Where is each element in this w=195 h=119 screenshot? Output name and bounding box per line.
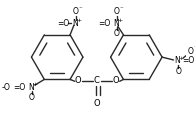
Text: =O: =O bbox=[98, 19, 111, 28]
Text: O: O bbox=[113, 76, 119, 85]
Text: O: O bbox=[114, 7, 120, 16]
Text: N: N bbox=[175, 56, 180, 65]
Text: C: C bbox=[94, 76, 100, 85]
Text: ⁻: ⁻ bbox=[194, 46, 195, 52]
Text: =O: =O bbox=[183, 56, 195, 65]
Text: N: N bbox=[28, 83, 34, 92]
Text: O: O bbox=[29, 93, 35, 102]
Text: O: O bbox=[93, 99, 100, 108]
Text: O: O bbox=[73, 7, 79, 16]
Text: N: N bbox=[113, 19, 119, 28]
Text: +: + bbox=[76, 18, 81, 23]
Text: +: + bbox=[178, 56, 184, 61]
Text: =O: =O bbox=[57, 19, 70, 28]
Text: -O: -O bbox=[2, 83, 11, 92]
Text: N: N bbox=[72, 19, 78, 28]
Text: O: O bbox=[188, 47, 194, 56]
Text: +: + bbox=[32, 82, 37, 87]
Text: ⁻: ⁻ bbox=[120, 6, 123, 12]
Text: O: O bbox=[74, 76, 81, 85]
Text: +: + bbox=[117, 18, 122, 23]
Text: =O: =O bbox=[13, 83, 26, 92]
Text: O: O bbox=[175, 67, 181, 76]
Text: ⁻: ⁻ bbox=[79, 6, 82, 12]
Text: O: O bbox=[114, 29, 120, 38]
